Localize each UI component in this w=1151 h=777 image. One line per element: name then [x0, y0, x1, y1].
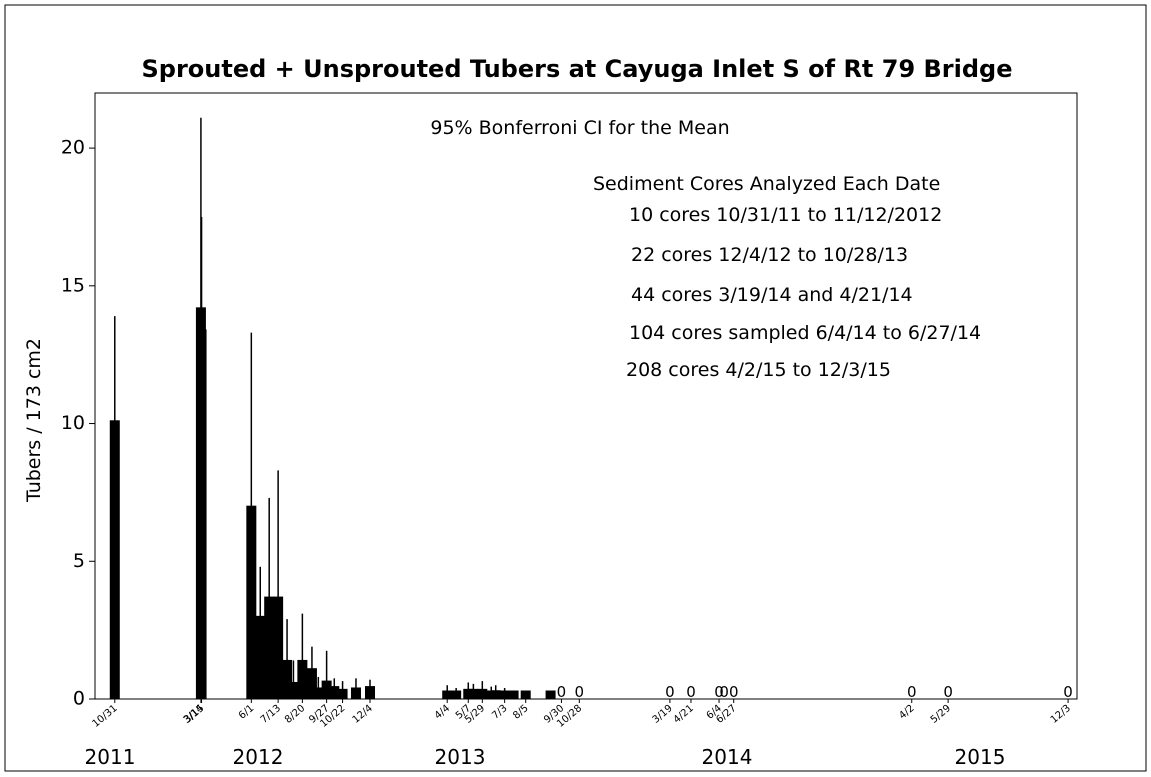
bar	[520, 690, 531, 700]
bar	[273, 596, 284, 700]
annotation: 104 cores sampled 6/4/14 to 6/27/14	[629, 322, 981, 344]
y-axis-label: Tubers / 173 cm2	[23, 338, 45, 503]
zero-label: 0	[907, 683, 917, 701]
year-label: 2011	[85, 745, 136, 769]
annotation: 44 cores 3/19/14 and 4/21/14	[631, 284, 913, 306]
bar	[196, 329, 207, 700]
zero-label: 0	[665, 683, 675, 701]
year-label: 2013	[435, 745, 486, 769]
bar	[477, 688, 488, 700]
zero-label: 0	[943, 683, 953, 701]
annotation: Sediment Cores Analyzed Each Date	[593, 173, 940, 195]
annotation: 22 cores 12/4/12 to 10/28/13	[631, 244, 908, 266]
bar	[297, 659, 308, 700]
bar	[264, 596, 275, 700]
y-tick-label: 15	[61, 274, 85, 296]
bar	[329, 686, 340, 700]
y-tick-label: 20	[61, 137, 85, 159]
bar	[246, 505, 257, 700]
bar	[499, 690, 510, 700]
bar	[350, 687, 361, 700]
year-label: 2015	[955, 745, 1006, 769]
zero-label: 0	[1063, 683, 1073, 701]
bar	[288, 681, 299, 700]
bar	[451, 690, 462, 700]
bar	[545, 690, 556, 700]
bar	[468, 688, 479, 700]
y-tick-label: 10	[61, 412, 85, 434]
year-label: 2014	[702, 745, 753, 769]
annotation: 95% Bonferroni CI for the Mean	[430, 117, 729, 139]
y-tick-label: 5	[73, 550, 85, 572]
zero-label: 0	[714, 683, 724, 701]
zero-label: 0	[729, 683, 739, 701]
chart-title: Sprouted + Unsprouted Tubers at Cayuga I…	[142, 55, 1013, 83]
annotation: 208 cores 4/2/15 to 12/3/15	[626, 359, 891, 381]
zero-label: 0	[575, 683, 585, 701]
plot-frame	[94, 92, 1078, 700]
zero-label: 0	[686, 683, 696, 701]
zero-label: 0	[719, 683, 729, 701]
bar	[490, 690, 501, 700]
year-label: 2012	[233, 745, 284, 769]
bar	[442, 690, 453, 700]
bar	[313, 687, 324, 700]
y-tick-label: 0	[73, 688, 85, 710]
bar	[337, 688, 348, 700]
annotation: 10 cores 10/31/11 to 11/12/2012	[629, 204, 942, 226]
zero-label: 0	[557, 683, 567, 701]
bar	[255, 615, 266, 700]
bar	[109, 420, 120, 700]
bar	[365, 686, 376, 700]
